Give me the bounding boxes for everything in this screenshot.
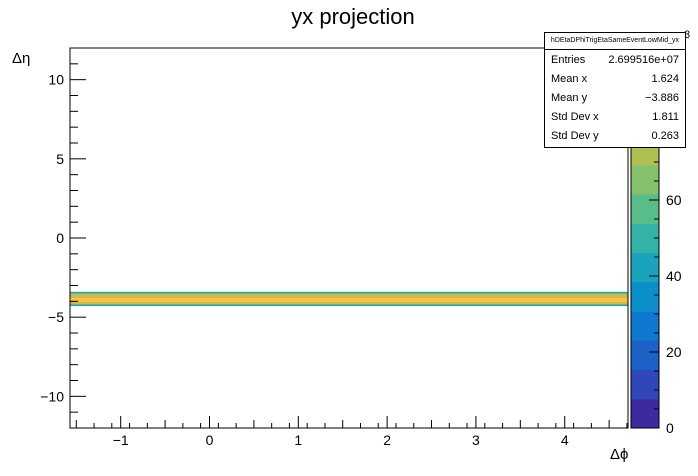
heatmap-band-row-5 [70,291,628,294]
colorbar-segment [631,164,659,195]
x-tick-label: 0 [206,432,214,448]
y-axis-label: Δη [12,50,31,67]
stats-row-entries: Entries 2.699516e+07 [551,51,679,70]
heatmap-band-row-3 [70,295,628,299]
colorbar-exponent: 3 [684,29,691,41]
stats-entries-label: Entries [551,54,586,66]
x-tick-label: 1 [294,432,302,448]
stats-mean-y-label: Mean y [551,92,588,104]
colorbar-segment [631,252,659,283]
stats-std-x-label: Std Dev x [551,111,599,123]
x-tick-label: 3 [472,432,480,448]
colorbar-tick-label: 40 [666,268,682,284]
x-tick-label: 2 [383,432,391,448]
y-tick-label: −5 [48,309,64,325]
stats-row-mean-x: Mean x 1.624 [551,70,679,89]
chart-title: yx projection [291,4,415,29]
stats-row-std-x: Std Dev x 1.811 [551,108,679,127]
heatmap-band-row-2 [70,298,628,302]
colorbar-tick-label: 0 [666,420,674,436]
stats-mean-x-value: 1.624 [651,73,679,85]
colorbar-segment [631,281,659,312]
stats-row-std-y: Std Dev y 0.263 [551,127,679,146]
colorbar-segment [631,369,659,400]
stats-std-x-value: 1.811 [652,111,679,123]
stats-mean-y-value: −3.886 [645,92,679,104]
y-tick-label: 10 [48,72,64,88]
x-tick-label: −1 [113,432,129,448]
y-tick-label: 5 [56,151,64,167]
stats-row-mean-y: Mean y −3.886 [551,89,679,108]
colorbar-tick-label: 60 [666,192,682,208]
stats-histogram-name: hDEtaDPhiTrigEtaSameEventLowMid_yx [545,33,685,50]
colorbar-segment [631,340,659,371]
colorbar-tick-label: 20 [666,344,682,360]
stats-std-y-value: 0.263 [651,130,679,142]
stats-std-y-label: Std Dev y [551,130,599,142]
heatmap-band-row-0 [70,304,628,307]
x-tick-label: 4 [561,432,569,448]
colorbar-segment [631,398,659,429]
y-tick-label: −10 [40,388,64,404]
stats-box: hDEtaDPhiTrigEtaSameEventLowMid_yx Entri… [544,32,686,148]
heatmap-band-row-4 [70,293,628,295]
stats-entries-value: 2.699516e+07 [608,54,679,66]
colorbar-segment [631,311,659,341]
heatmap-band-row-1 [70,301,628,305]
y-tick-label: 0 [56,230,64,246]
x-axis-label: Δϕ [610,446,629,463]
stats-mean-x-label: Mean x [551,73,588,85]
